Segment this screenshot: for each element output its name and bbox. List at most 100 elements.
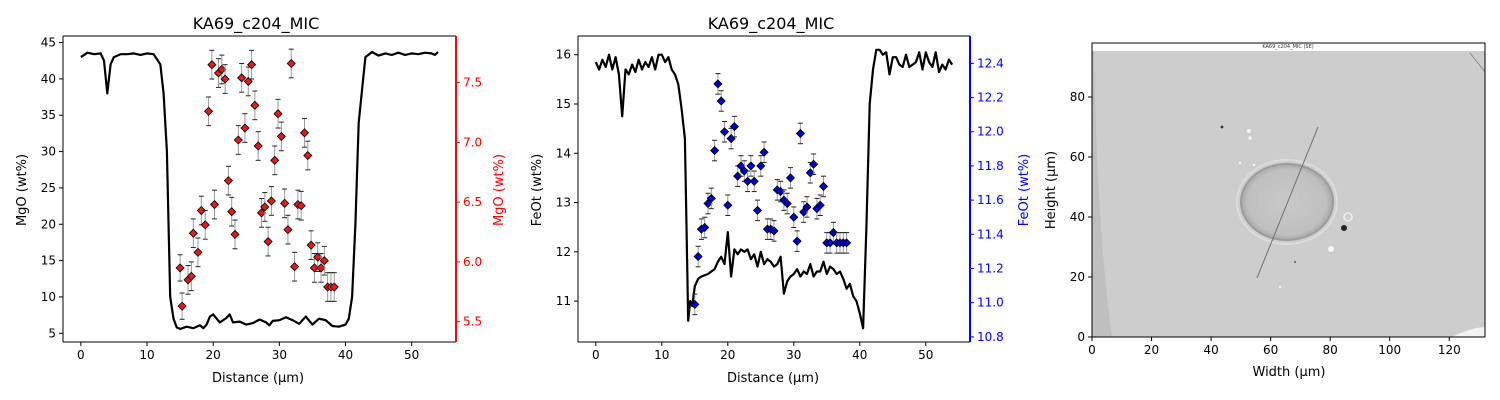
- data-point: [828, 228, 838, 238]
- data-point: [266, 196, 276, 206]
- bright-spot: [1248, 136, 1252, 140]
- y-axis-label: FeOt (wt%): [530, 154, 545, 226]
- data-point: [825, 238, 835, 248]
- y2-tick-label: 11.2: [977, 261, 1004, 275]
- data-point: [316, 263, 326, 273]
- mgo-profile-panel: KA69_c204_MIC 0 10 20 30 40 50 5 10 15 20 25 30 35 40…: [15, 14, 507, 386]
- y-tick-label: 20: [41, 217, 56, 231]
- y-axis-label: MgO (wt%): [15, 154, 30, 226]
- y-tick-label: 12: [556, 245, 571, 259]
- y-tick-label: 45: [41, 36, 56, 50]
- bright-spot: [1278, 285, 1282, 289]
- data-point: [746, 161, 756, 171]
- dark-spot: [1294, 261, 1296, 263]
- data-point: [303, 150, 313, 161]
- x-axis-label: Distance (µm): [212, 371, 304, 386]
- x-tick-label: 30: [786, 348, 801, 362]
- y-tick-label: 25: [41, 181, 56, 195]
- image-edge-shadow: [1092, 51, 1112, 337]
- x-tick-label: 0: [592, 348, 600, 362]
- data-point: [256, 208, 267, 218]
- y2-tick-label: 6.0: [463, 255, 482, 269]
- y-tick-label: 60: [1070, 150, 1085, 164]
- y-tick-label: 40: [41, 72, 56, 86]
- data-point: [706, 193, 716, 203]
- plot-area: 0 10 20 30 40 50 11 12 13 14 15 16 10.8 11.0 11.2 11.4 1…: [556, 35, 1004, 362]
- x-tick-label: 0: [1088, 343, 1096, 357]
- data-point: [723, 200, 733, 210]
- y2-tick-label: 11.6: [977, 193, 1004, 207]
- data-point: [240, 123, 250, 133]
- data-point: [842, 238, 852, 248]
- y2-tick-label: 12.2: [977, 91, 1004, 105]
- image-caption: KA69_c204_MIC (SE): [1262, 44, 1313, 50]
- data-point: [177, 301, 187, 311]
- melt-inclusion: [1240, 163, 1334, 241]
- x-tick-label: 10: [654, 348, 669, 362]
- data-point: [818, 181, 829, 192]
- axis-frame: [1091, 42, 1486, 338]
- data-point: [710, 145, 720, 156]
- x-tick-label: 60: [1263, 343, 1278, 357]
- data-point: [759, 147, 769, 157]
- data-point: [186, 271, 196, 281]
- data-point: [283, 225, 293, 235]
- data-point: [700, 222, 710, 233]
- data-point: [203, 106, 214, 116]
- bright-spot: [1238, 161, 1242, 165]
- data-point: [690, 299, 700, 309]
- data-point: [749, 176, 759, 186]
- data-point: [217, 64, 227, 75]
- y2-tick-label: 6.5: [463, 195, 482, 209]
- data-point: [329, 282, 339, 292]
- data-point: [795, 128, 805, 139]
- y2-tick-label: 12.4: [977, 56, 1004, 70]
- y2-tick-label: 10.8: [977, 330, 1004, 344]
- y2-tick-label: 11.8: [977, 159, 1004, 173]
- data-point: [220, 74, 230, 84]
- x-tick-label: 40: [852, 348, 867, 362]
- data-point: [815, 200, 825, 210]
- x-tick-label: 10: [139, 348, 154, 362]
- melt-inclusion-rim: [1236, 159, 1338, 245]
- y2-axis-label: MgO (wt%): [492, 154, 507, 226]
- data-point: [253, 141, 263, 151]
- chart-title: KA69_c204_MIC: [708, 14, 835, 34]
- y2-tick-label: 7.0: [463, 135, 482, 149]
- data-point: [309, 263, 319, 273]
- y-tick-label: 0: [1077, 330, 1085, 344]
- data-point: [233, 135, 243, 145]
- image-crack: [1469, 52, 1486, 73]
- data-point: [789, 212, 799, 222]
- y2-axis-label: FeOt (wt%): [1017, 154, 1032, 226]
- data-point: [739, 166, 749, 176]
- data-point: [193, 247, 203, 257]
- data-point: [250, 100, 260, 110]
- x-tick-label: 0: [77, 348, 85, 362]
- y-axis-label: Height (µm): [1044, 151, 1059, 229]
- data-point: [713, 79, 723, 89]
- data-point: [743, 176, 753, 186]
- y2-tick-label: 7.5: [463, 76, 482, 90]
- data-point: [792, 236, 802, 246]
- data-point: [227, 207, 237, 217]
- data-point: [756, 161, 766, 171]
- data-point: [237, 73, 247, 83]
- dark-spot: [1220, 125, 1224, 129]
- data-point: [299, 128, 310, 138]
- bright-spot: [1252, 163, 1256, 167]
- data-point: [809, 159, 819, 169]
- x-tick-label: 20: [206, 348, 221, 362]
- data-point: [260, 202, 270, 212]
- data-point: [209, 199, 220, 210]
- y-tick-label: 13: [556, 196, 571, 210]
- x-tick-label: 30: [272, 348, 287, 362]
- y-tick-label: 80: [1070, 90, 1085, 104]
- data-point: [719, 127, 730, 137]
- profile-line: [1256, 126, 1319, 279]
- data-point: [263, 237, 273, 247]
- data-point: [286, 58, 296, 69]
- y-tick-label: 14: [556, 146, 571, 160]
- data-point: [716, 96, 726, 106]
- data-point: [230, 229, 240, 239]
